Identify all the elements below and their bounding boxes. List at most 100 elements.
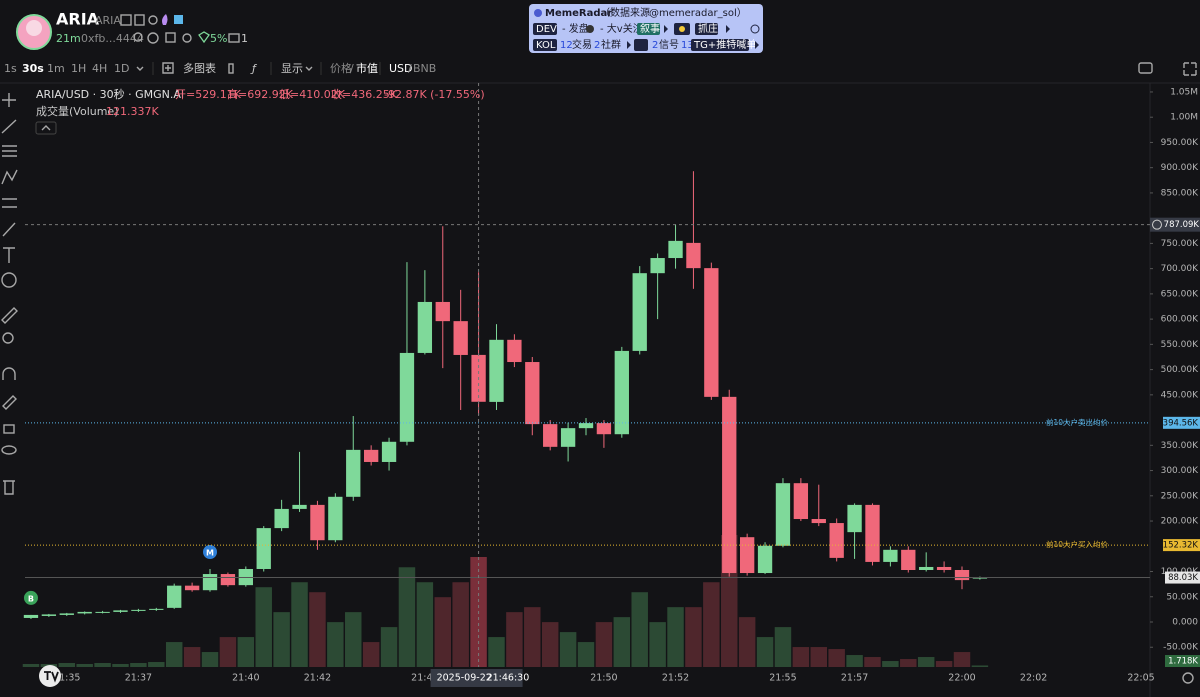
y-tick-label: 900.00K	[1161, 163, 1199, 173]
drawing-toolbar	[1, 93, 18, 495]
candle-body	[489, 339, 504, 402]
last-price-tag	[1165, 571, 1200, 584]
display-menu[interactable]: 显示	[281, 62, 303, 75]
volume-bar	[524, 607, 541, 667]
volume-bar	[362, 642, 380, 667]
crosshair-price-tag	[1150, 217, 1200, 232]
candle-body	[829, 523, 844, 558]
volume-title: 成交量(Volume)	[36, 104, 119, 118]
visibility-tool[interactable]	[1, 445, 17, 455]
screenshot-icon[interactable]	[1138, 62, 1153, 74]
text-tool[interactable]	[3, 247, 15, 263]
multi-chart[interactable]: 多图表	[183, 61, 216, 75]
interval-button[interactable]: 1H	[71, 62, 86, 75]
price-toggle[interactable]: 价格	[330, 61, 352, 75]
volume-bar	[774, 627, 792, 667]
radar-text: TG+推特喊单	[693, 38, 756, 51]
volume-bar	[792, 647, 810, 667]
candle-body	[77, 611, 92, 614]
trendline-tool[interactable]	[1, 119, 17, 134]
radar-text: 叙事	[640, 22, 660, 35]
indicator-icon[interactable]: ƒ	[250, 62, 258, 75]
radar-icon-chip	[634, 39, 648, 51]
token-age: 21m	[56, 32, 81, 45]
display-dropdown[interactable]	[305, 66, 313, 71]
price-line-name: 前10大户买入均价	[1046, 539, 1109, 549]
volume-bar	[828, 649, 845, 667]
candle-icon[interactable]	[228, 63, 234, 74]
interval-button[interactable]: 1D	[114, 62, 129, 75]
projection-tool[interactable]	[2, 198, 17, 208]
collapse-legend[interactable]	[35, 121, 57, 135]
candle-body	[95, 611, 110, 613]
interval-button[interactable]: 1s	[4, 62, 17, 75]
y-tick-label: 750.00K	[1161, 239, 1199, 249]
radar-text: 抓庄	[698, 22, 718, 35]
candle-body	[274, 508, 289, 529]
fib-tool[interactable]	[2, 145, 17, 157]
volume-bar	[738, 617, 756, 667]
interval-dropdown[interactable]	[136, 66, 144, 71]
volume-bar	[452, 582, 469, 667]
radar-close-icon	[586, 25, 594, 33]
interval-button[interactable]: 30s	[22, 62, 44, 75]
holder-icon[interactable]	[133, 32, 143, 42]
ruler-tool[interactable]	[1, 307, 18, 324]
radar-chip	[533, 39, 557, 51]
add-alert-icon[interactable]	[1152, 219, 1162, 230]
bnb-toggle[interactable]: BNB	[413, 62, 436, 75]
candle-body	[704, 268, 719, 397]
volume-bar	[165, 642, 183, 667]
fullscreen-icon[interactable]	[1183, 62, 1197, 76]
share-icon[interactable]	[148, 15, 158, 25]
copy-icon[interactable]	[134, 14, 145, 26]
pattern-tool[interactable]	[1, 169, 18, 185]
radar-text: KOL	[536, 40, 556, 51]
candle-body	[220, 574, 236, 586]
crosshair-date: 2025-09-22	[437, 673, 492, 684]
y-tick-label: 350.00K	[1161, 441, 1199, 451]
crosshair-tool[interactable]	[2, 93, 16, 107]
price-tag-label: 152.32K	[1163, 541, 1199, 551]
web-icon[interactable]	[147, 32, 159, 44]
box-icon	[228, 33, 240, 43]
trade-marker[interactable]	[203, 544, 218, 559]
search-icon[interactable]	[182, 33, 192, 43]
volume-bar	[76, 664, 93, 667]
delete-tool[interactable]	[3, 480, 15, 495]
lock-tool[interactable]	[3, 424, 15, 434]
candle-body	[722, 396, 737, 574]
trade-marker[interactable]	[23, 590, 38, 605]
y-tick-label: 650.00K	[1161, 289, 1199, 299]
settings-icon[interactable]	[1182, 672, 1194, 684]
candle-body	[525, 362, 540, 425]
radar-text: 12	[560, 40, 573, 51]
memeradar-source: （数据来源	[600, 6, 650, 19]
price-tag	[1163, 416, 1200, 429]
doc-icon[interactable]	[165, 32, 176, 43]
token-address[interactable]: 0xfb...4444	[81, 32, 144, 45]
lock-draw-tool[interactable]	[2, 395, 17, 410]
volume-bar	[398, 567, 416, 667]
emoji-tool[interactable]	[1, 272, 17, 288]
zoom-tool[interactable]	[2, 332, 14, 344]
usd-toggle[interactable]: USD	[389, 62, 413, 75]
add-chart-icon[interactable]	[162, 62, 174, 74]
interval-button[interactable]: 1m	[47, 62, 65, 75]
x-tick-label: 22:00	[948, 673, 975, 684]
radar-arrow	[627, 41, 631, 49]
radar-text: 2	[594, 40, 600, 51]
mcap-toggle[interactable]: 市值	[356, 61, 378, 75]
edit-icon[interactable]	[120, 14, 132, 26]
legend-open: 开=529.11K	[175, 88, 242, 101]
x-tick-label: 22:05	[1127, 673, 1154, 684]
y-tick-label: 850.00K	[1161, 188, 1199, 198]
y-tick-label: 950.00K	[1161, 138, 1199, 148]
radar-chip	[691, 39, 749, 51]
interval-button[interactable]: 4H	[92, 62, 107, 75]
volume-bar	[810, 647, 828, 667]
magnet-tool[interactable]	[2, 367, 16, 380]
radar-settings[interactable]	[750, 24, 760, 34]
brush-tool[interactable]	[2, 222, 16, 237]
